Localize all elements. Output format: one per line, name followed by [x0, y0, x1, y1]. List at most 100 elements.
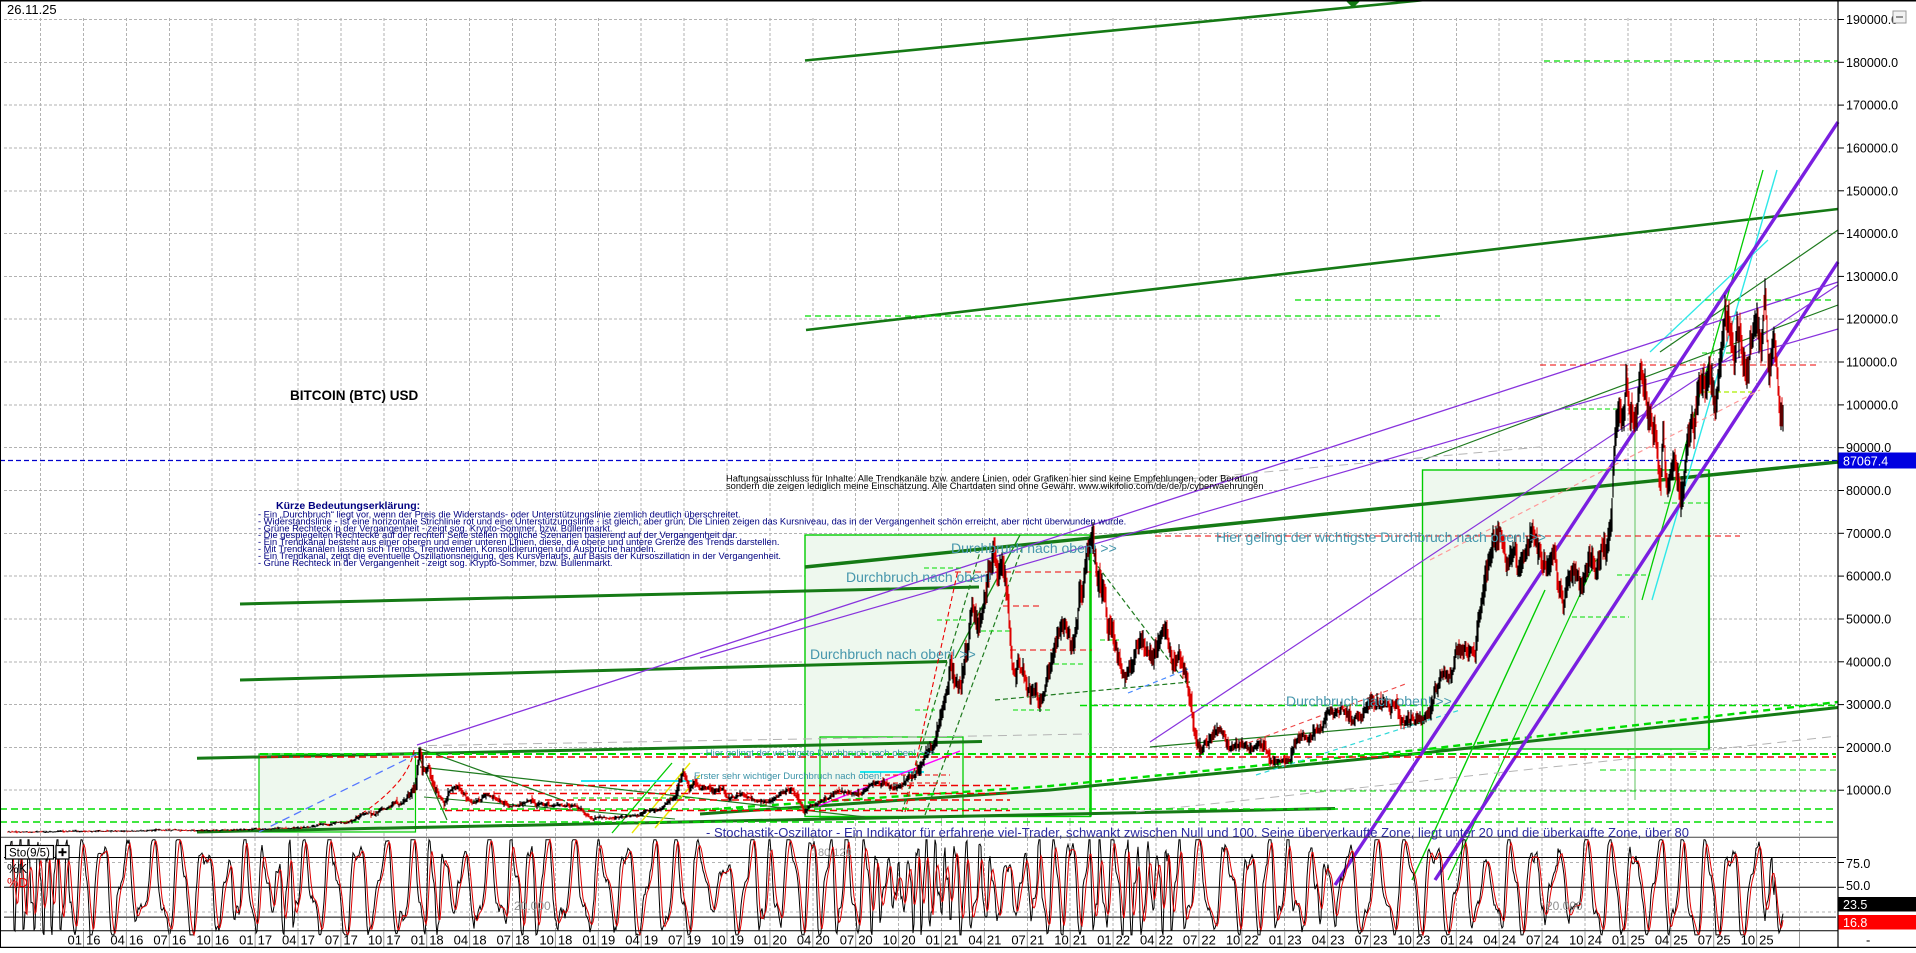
svg-text:04: 04 [1655, 933, 1669, 948]
svg-text:50.0: 50.0 [1846, 879, 1870, 893]
svg-text:130000.0: 130000.0 [1846, 270, 1898, 284]
svg-text:19: 19 [730, 933, 744, 948]
svg-text:20: 20 [901, 933, 915, 948]
svg-text:07: 07 [497, 933, 511, 948]
svg-text:Durchbruch nach oben!: Durchbruch nach oben! [846, 569, 992, 585]
svg-text:07: 07 [1526, 933, 1540, 948]
svg-text:04: 04 [1483, 933, 1497, 948]
svg-text:01: 01 [754, 933, 768, 948]
svg-text:10: 10 [196, 933, 210, 948]
svg-text:22: 22 [1159, 933, 1173, 948]
svg-text:18: 18 [558, 933, 572, 948]
svg-text:180000.0: 180000.0 [1846, 56, 1898, 70]
svg-text:20: 20 [858, 933, 872, 948]
svg-text:20: 20 [815, 933, 829, 948]
svg-text:21: 21 [1030, 933, 1044, 948]
svg-text:10: 10 [1741, 933, 1755, 948]
svg-text:22: 22 [1116, 933, 1130, 948]
svg-text:%D: %D [7, 875, 28, 890]
svg-text:17: 17 [386, 933, 400, 948]
svg-text:- Grüne Rechteck in der Vergan: - Grüne Rechteck in der Vergangenheit - … [258, 558, 612, 568]
svg-text:01: 01 [411, 933, 425, 948]
svg-text:10: 10 [711, 933, 725, 948]
svg-text:07: 07 [840, 933, 854, 948]
svg-text:60000.0: 60000.0 [1846, 570, 1891, 584]
svg-text:120000.0: 120000.0 [1846, 313, 1898, 327]
svg-text:25: 25 [1716, 933, 1730, 948]
svg-text:07: 07 [668, 933, 682, 948]
svg-text:07: 07 [1183, 933, 1197, 948]
svg-text:04: 04 [282, 933, 296, 948]
svg-text:04: 04 [625, 933, 639, 948]
svg-text:10: 10 [1226, 933, 1240, 948]
svg-text:04: 04 [1140, 933, 1154, 948]
svg-text:04: 04 [968, 933, 982, 948]
svg-text:100000.0: 100000.0 [1846, 398, 1898, 412]
svg-text:16: 16 [172, 933, 186, 948]
svg-text:- Hier gelingt der wichtigste: - Hier gelingt der wichtigste Durchbruch… [700, 748, 936, 759]
svg-text:07: 07 [325, 933, 339, 948]
svg-text:26.11.25: 26.11.25 [7, 2, 57, 17]
svg-text:-: - [1866, 933, 1870, 948]
svg-text:18: 18 [472, 933, 486, 948]
svg-text:07: 07 [153, 933, 167, 948]
svg-text:01: 01 [926, 933, 940, 948]
svg-text:sondern die zeigen lediglich m: sondern die zeigen lediglich meine Einsc… [726, 481, 1263, 491]
svg-text:Durchbruch nach oben! >>: Durchbruch nach oben! >> [951, 540, 1117, 556]
svg-text:190000.0: 190000.0 [1846, 13, 1898, 27]
svg-text:160000.0: 160000.0 [1846, 142, 1898, 156]
svg-text:40000.0: 40000.0 [1846, 655, 1891, 669]
svg-text:Durchbruch nach oben! >>: Durchbruch nach oben! >> [810, 646, 976, 662]
svg-text:22: 22 [1201, 933, 1215, 948]
svg-text:10: 10 [539, 933, 553, 948]
svg-text:20000.0: 20000.0 [1846, 741, 1891, 755]
svg-text:140000.0: 140000.0 [1846, 227, 1898, 241]
svg-text:170000.0: 170000.0 [1846, 99, 1898, 113]
svg-text:19: 19 [601, 933, 615, 948]
svg-text:70000.0: 70000.0 [1846, 527, 1891, 541]
svg-text:25: 25 [1630, 933, 1644, 948]
svg-text:16.8: 16.8 [1843, 916, 1867, 930]
svg-text:19: 19 [644, 933, 658, 948]
svg-text:17: 17 [343, 933, 357, 948]
svg-text:10000.0: 10000.0 [1846, 784, 1891, 798]
svg-text:Sto(9/5): Sto(9/5) [9, 848, 50, 860]
svg-text:10: 10 [1569, 933, 1583, 948]
svg-text:22: 22 [1244, 933, 1258, 948]
svg-text:01: 01 [1440, 933, 1454, 948]
svg-text:01: 01 [1269, 933, 1283, 948]
svg-text:75.0: 75.0 [1846, 857, 1870, 871]
svg-text:23: 23 [1416, 933, 1430, 948]
svg-text:24: 24 [1588, 933, 1602, 948]
svg-text:17: 17 [258, 933, 272, 948]
svg-text:01: 01 [68, 933, 82, 948]
svg-text:04: 04 [110, 933, 124, 948]
svg-text:10: 10 [1054, 933, 1068, 948]
svg-text:19: 19 [687, 933, 701, 948]
svg-text:07: 07 [1011, 933, 1025, 948]
svg-text:01: 01 [1097, 933, 1111, 948]
svg-text:24: 24 [1545, 933, 1559, 948]
svg-text:21: 21 [1073, 933, 1087, 948]
svg-text:18: 18 [515, 933, 529, 948]
svg-text:25: 25 [1759, 933, 1773, 948]
svg-text:Durchbruch nach oben! >>: Durchbruch nach oben! >> [1286, 693, 1452, 709]
svg-text:BITCOIN (BTC) USD: BITCOIN (BTC) USD [290, 388, 418, 403]
svg-text:17: 17 [301, 933, 315, 948]
svg-text:16: 16 [215, 933, 229, 948]
svg-text:Erster sehr wichtiger Durchbru: Erster sehr wichtiger Durchbruch nach ob… [694, 771, 882, 782]
svg-text:16: 16 [86, 933, 100, 948]
svg-text:21: 21 [944, 933, 958, 948]
svg-text:150000.0: 150000.0 [1846, 184, 1898, 198]
svg-text:04: 04 [797, 933, 811, 948]
svg-text:04: 04 [454, 933, 468, 948]
svg-text:25: 25 [1673, 933, 1687, 948]
svg-text:23: 23 [1373, 933, 1387, 948]
svg-text:%K: %K [7, 861, 28, 876]
svg-text:20.000: 20.000 [1546, 899, 1583, 913]
svg-text:23: 23 [1330, 933, 1344, 948]
svg-text:50000.0: 50000.0 [1846, 613, 1891, 627]
svg-text:80000.0: 80000.0 [1846, 484, 1891, 498]
svg-text:01: 01 [1612, 933, 1626, 948]
svg-text:87067.4: 87067.4 [1843, 455, 1888, 469]
